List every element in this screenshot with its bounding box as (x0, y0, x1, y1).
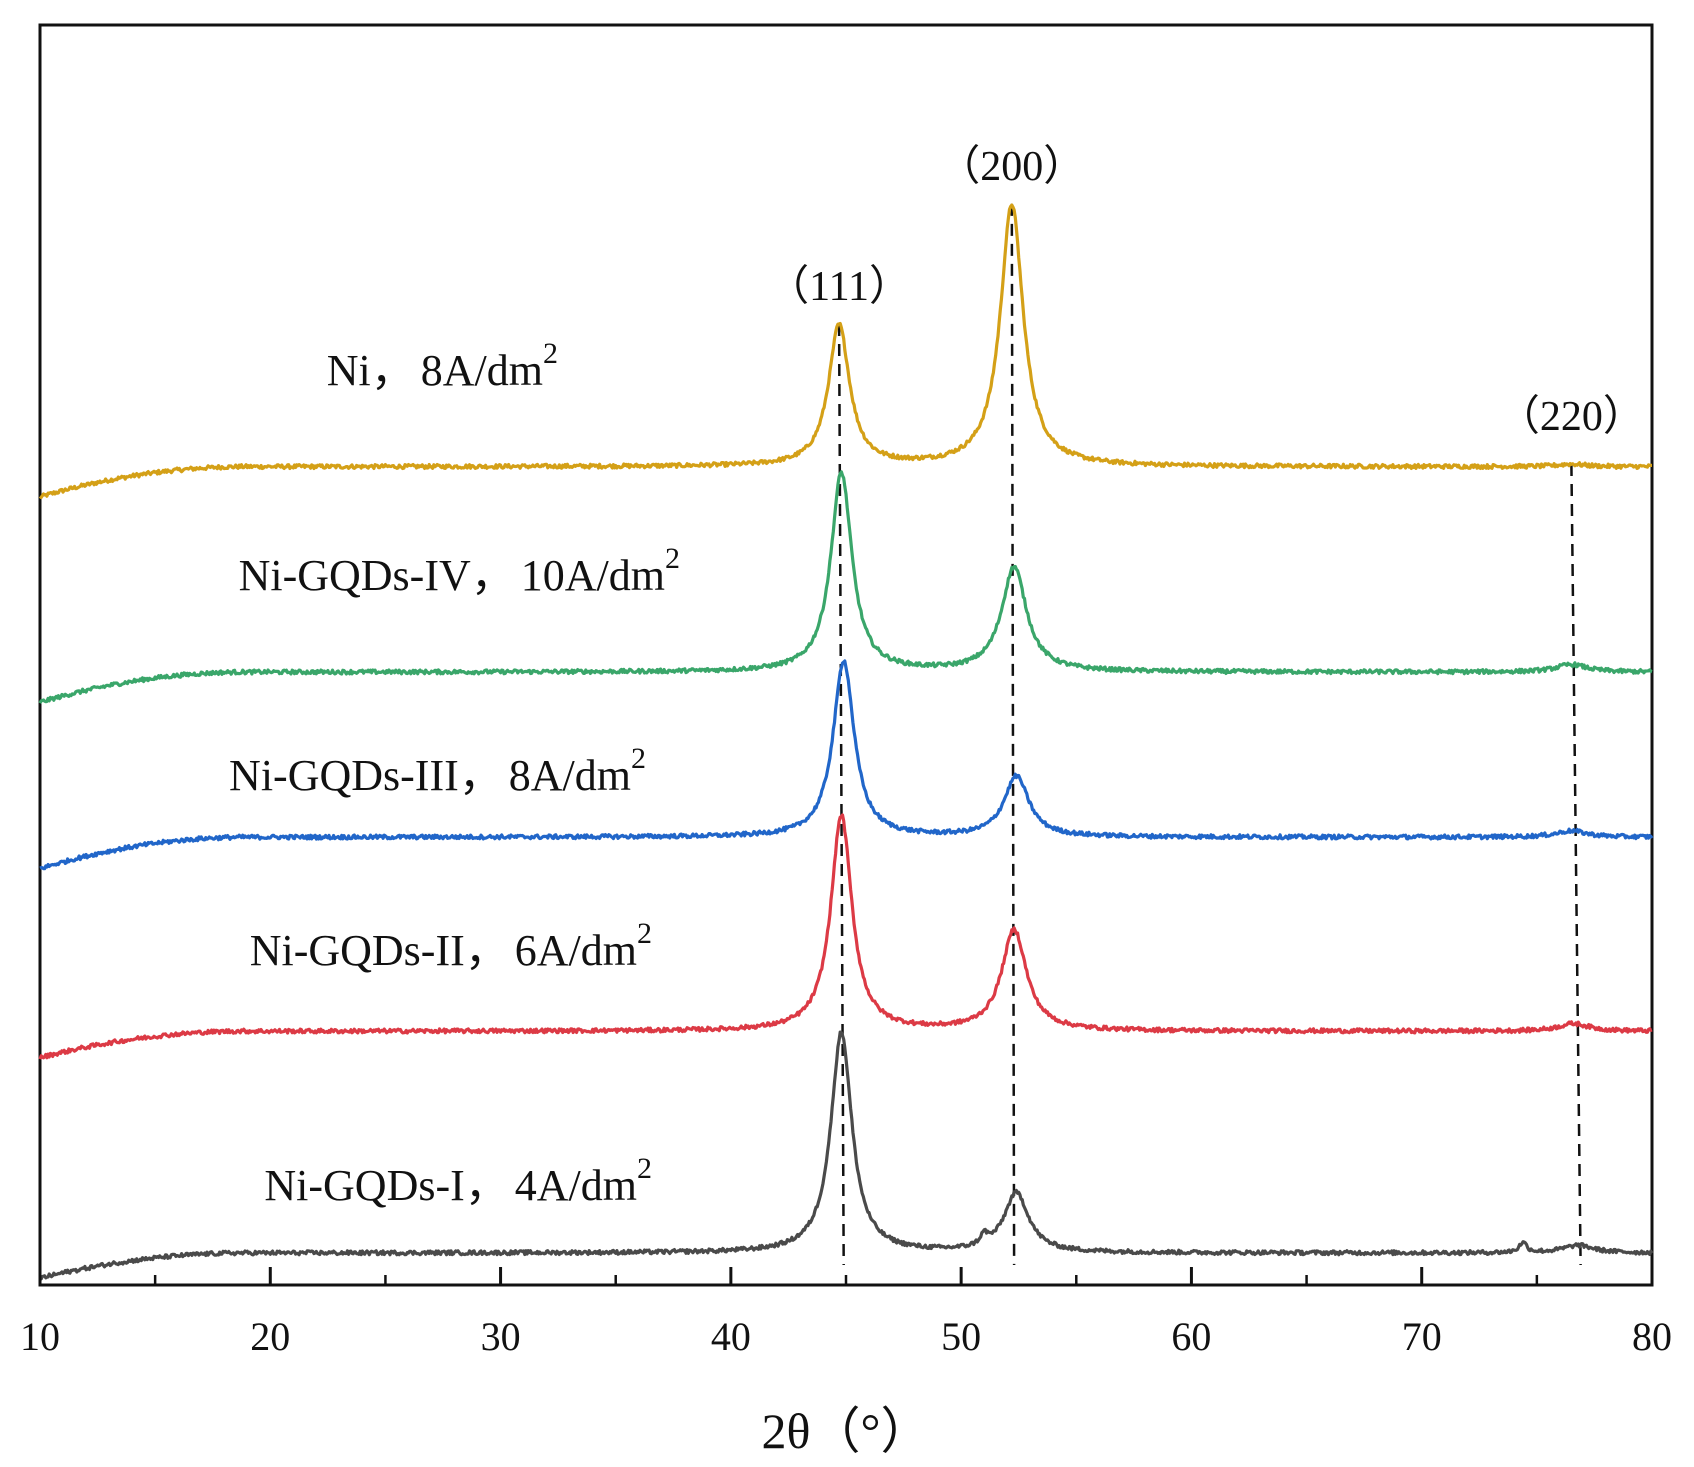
curve-label-value: 10A/dm (521, 551, 665, 600)
x-axis-ticks: 10 20 30 40 50 60 70 80 (20, 1267, 1672, 1359)
curve-ni-gqds-iii (39, 659, 1654, 871)
curve-label-sup: 2 (543, 337, 558, 370)
curve-ni-gqds-iv (38, 470, 1653, 704)
series-curves (38, 203, 1654, 1281)
peak-label: （111） (767, 264, 911, 310)
curve-label-ni-gqds-i: Ni-GQDs-I， 4A/dm2 (264, 1152, 652, 1210)
curve-label-value: 8A/dm (509, 751, 631, 800)
x-tick-label: 30 (481, 1314, 521, 1359)
curve-label-name: Ni-GQDs-I， (264, 1161, 508, 1210)
reference-line-2 (1010, 203, 1016, 1266)
curve-label-name: Ni， (327, 346, 415, 395)
x-tick-label: 70 (1402, 1314, 1442, 1359)
curve-ni (38, 203, 1653, 499)
curve-label-sup: 2 (631, 742, 646, 775)
curve-label-ni: Ni， 8A/dm2 (327, 337, 558, 395)
curve-label-ni-gqds-ii: Ni-GQDs-II， 6A/dm2 (250, 917, 652, 975)
curve-label-ni-gqds-iv: Ni-GQDs-IV， 10A/dm2 (239, 542, 680, 600)
x-tick-label: 50 (941, 1314, 981, 1359)
curve-ni-gqds-ii (38, 813, 1653, 1060)
curve-label-sup: 2 (637, 1152, 652, 1185)
peak-label: （220） (1498, 394, 1645, 440)
reference-line-1 (837, 323, 845, 1266)
curve-label-name: Ni-GQDs-III， (229, 751, 503, 800)
curve-ni-gqds-i (38, 1030, 1654, 1281)
x-tick-label: 80 (1632, 1314, 1672, 1359)
curve-label-name: Ni-GQDs-IV， (239, 551, 515, 600)
x-tick-label: 60 (1171, 1314, 1211, 1359)
curve-label-value: 8A/dm (421, 346, 543, 395)
curve-label-sup: 2 (637, 917, 652, 950)
reference-lines (837, 203, 1582, 1266)
curve-label-name: Ni-GQDs-II， (250, 926, 509, 975)
x-axis-label: 2θ（°） (762, 1403, 931, 1459)
peak-label: （200） (938, 144, 1085, 190)
curve-label-value: 6A/dm (515, 926, 637, 975)
curve-label-value: 4A/dm (515, 1161, 637, 1210)
x-tick-label: 20 (250, 1314, 290, 1359)
curve-label-sup: 2 (665, 542, 680, 575)
plot-frame (38, 23, 1654, 1287)
reference-line-3 (1570, 464, 1582, 1266)
x-tick-label: 10 (20, 1314, 60, 1359)
curve-label-ni-gqds-iii: Ni-GQDs-III， 8A/dm2 (229, 742, 646, 800)
x-tick-label: 40 (711, 1314, 751, 1359)
